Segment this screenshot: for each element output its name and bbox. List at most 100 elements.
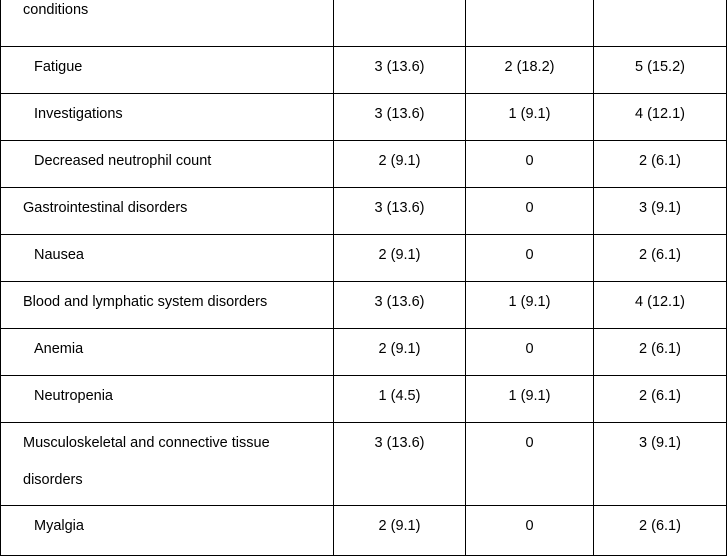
value-label [466,0,593,2]
value-label: 2 (6.1) [639,388,681,404]
value-cell: 2 (9.1) [333,140,466,188]
value-label: 0 [525,341,534,357]
term-cell: Myalgia [0,505,334,556]
value-label: 3 (13.6) [374,200,425,216]
value-cell: 0 [465,505,594,556]
value-label: 1 (9.1) [508,388,551,404]
term-label: Fatigue [34,59,83,75]
term-cell: Anemia [0,328,334,376]
value-cell: 4 (12.1) [593,93,727,141]
term-label: Decreased neutrophil count [34,153,212,169]
value-cell [333,0,466,47]
value-cell: 0 [465,328,594,376]
value-label: 3 (13.6) [374,106,425,122]
term-label: Nausea [34,247,84,263]
value-label: 0 [525,435,534,451]
value-cell: 1 (9.1) [465,375,594,423]
value-cell: 1 (9.1) [465,93,594,141]
value-cell [593,0,727,47]
term-cell: Investigations [0,93,334,141]
value-label: 1 (4.5) [378,388,421,404]
value-cell: 2 (9.1) [333,234,466,282]
table-row: Blood and lymphatic system disorders 3 (… [0,281,727,329]
value-cell: 1 (9.1) [465,281,594,329]
term-label: Blood and lymphatic system disorders [23,294,268,310]
value-label: 4 (12.1) [635,294,685,310]
value-cell: 3 (13.6) [333,93,466,141]
value-label: 2 (6.1) [639,341,681,357]
table-row: Musculoskeletal and connective tissue di… [0,422,727,506]
table-row: Gastrointestinal disorders 3 (13.6) 0 3 … [0,187,727,235]
table-row: Decreased neutrophil count 2 (9.1) 0 2 (… [0,140,727,188]
value-label [334,0,465,2]
term-label: Gastrointestinal disorders [23,200,188,216]
value-cell: 0 [465,140,594,188]
value-cell: 2 (6.1) [593,328,727,376]
value-cell: 3 (13.6) [333,187,466,235]
value-cell: 2 (18.2) [465,46,594,94]
value-cell: 3 (13.6) [333,46,466,94]
table-row: Neutropenia 1 (4.5) 1 (9.1) 2 (6.1) [0,375,727,423]
value-label: 0 [525,153,534,169]
value-label: 2 (6.1) [639,153,681,169]
value-label: 3 (9.1) [639,200,681,216]
value-cell: 0 [465,422,594,506]
value-cell [465,0,594,47]
value-cell: 0 [465,234,594,282]
value-cell: 2 (6.1) [593,505,727,556]
value-label [594,0,726,2]
value-cell: 2 (6.1) [593,375,727,423]
table-row: conditions [0,0,727,47]
term-label: conditions [23,2,89,18]
term-label: Anemia [34,341,84,357]
term-cell: Blood and lymphatic system disorders [0,281,334,329]
value-label: 2 (18.2) [504,59,555,75]
term-cell: Gastrointestinal disorders [0,187,334,235]
value-label: 2 (9.1) [378,518,421,534]
value-cell: 4 (12.1) [593,281,727,329]
value-label: 2 (6.1) [639,518,681,534]
value-label: 2 (9.1) [378,247,421,263]
table-row: Nausea 2 (9.1) 0 2 (6.1) [0,234,727,282]
term-label: Myalgia [34,518,84,534]
value-label: 3 (13.6) [374,294,425,310]
value-label: 1 (9.1) [508,106,551,122]
value-label: 2 (9.1) [378,153,421,169]
value-cell: 2 (6.1) [593,234,727,282]
value-cell: 1 (4.5) [333,375,466,423]
value-label: 1 (9.1) [508,294,551,310]
term-cell: Musculoskeletal and connective tissue di… [0,422,334,506]
value-label: 2 (6.1) [639,247,681,263]
term-label: Neutropenia [34,388,113,404]
value-cell: 0 [465,187,594,235]
value-label: 2 (9.1) [378,341,421,357]
value-cell: 3 (13.6) [333,422,466,506]
value-label: 0 [525,200,534,216]
value-cell: 3 (9.1) [593,422,727,506]
value-cell: 2 (6.1) [593,140,727,188]
table-row: Investigations 3 (13.6) 1 (9.1) 4 (12.1) [0,93,727,141]
value-cell: 5 (15.2) [593,46,727,94]
term-label: Musculoskeletal and connective tissue di… [23,435,270,488]
value-label: 5 (15.2) [635,59,685,75]
term-cell: Neutropenia [0,375,334,423]
value-label: 4 (12.1) [635,106,685,122]
value-cell: 2 (9.1) [333,328,466,376]
value-label: 0 [525,518,534,534]
value-cell: 2 (9.1) [333,505,466,556]
value-label: 3 (9.1) [639,435,681,451]
value-label: 0 [525,247,534,263]
value-label: 3 (13.6) [374,435,425,451]
table-row: Fatigue 3 (13.6) 2 (18.2) 5 (15.2) [0,46,727,94]
table-row: Anemia 2 (9.1) 0 2 (6.1) [0,328,727,376]
term-cell: Fatigue [0,46,334,94]
term-cell: conditions [0,0,334,47]
table-row: Myalgia 2 (9.1) 0 2 (6.1) [0,505,727,556]
value-label: 3 (13.6) [374,59,425,75]
term-cell: Decreased neutrophil count [0,140,334,188]
value-cell: 3 (9.1) [593,187,727,235]
term-label: Investigations [34,106,123,122]
term-cell: Nausea [0,234,334,282]
value-cell: 3 (13.6) [333,281,466,329]
